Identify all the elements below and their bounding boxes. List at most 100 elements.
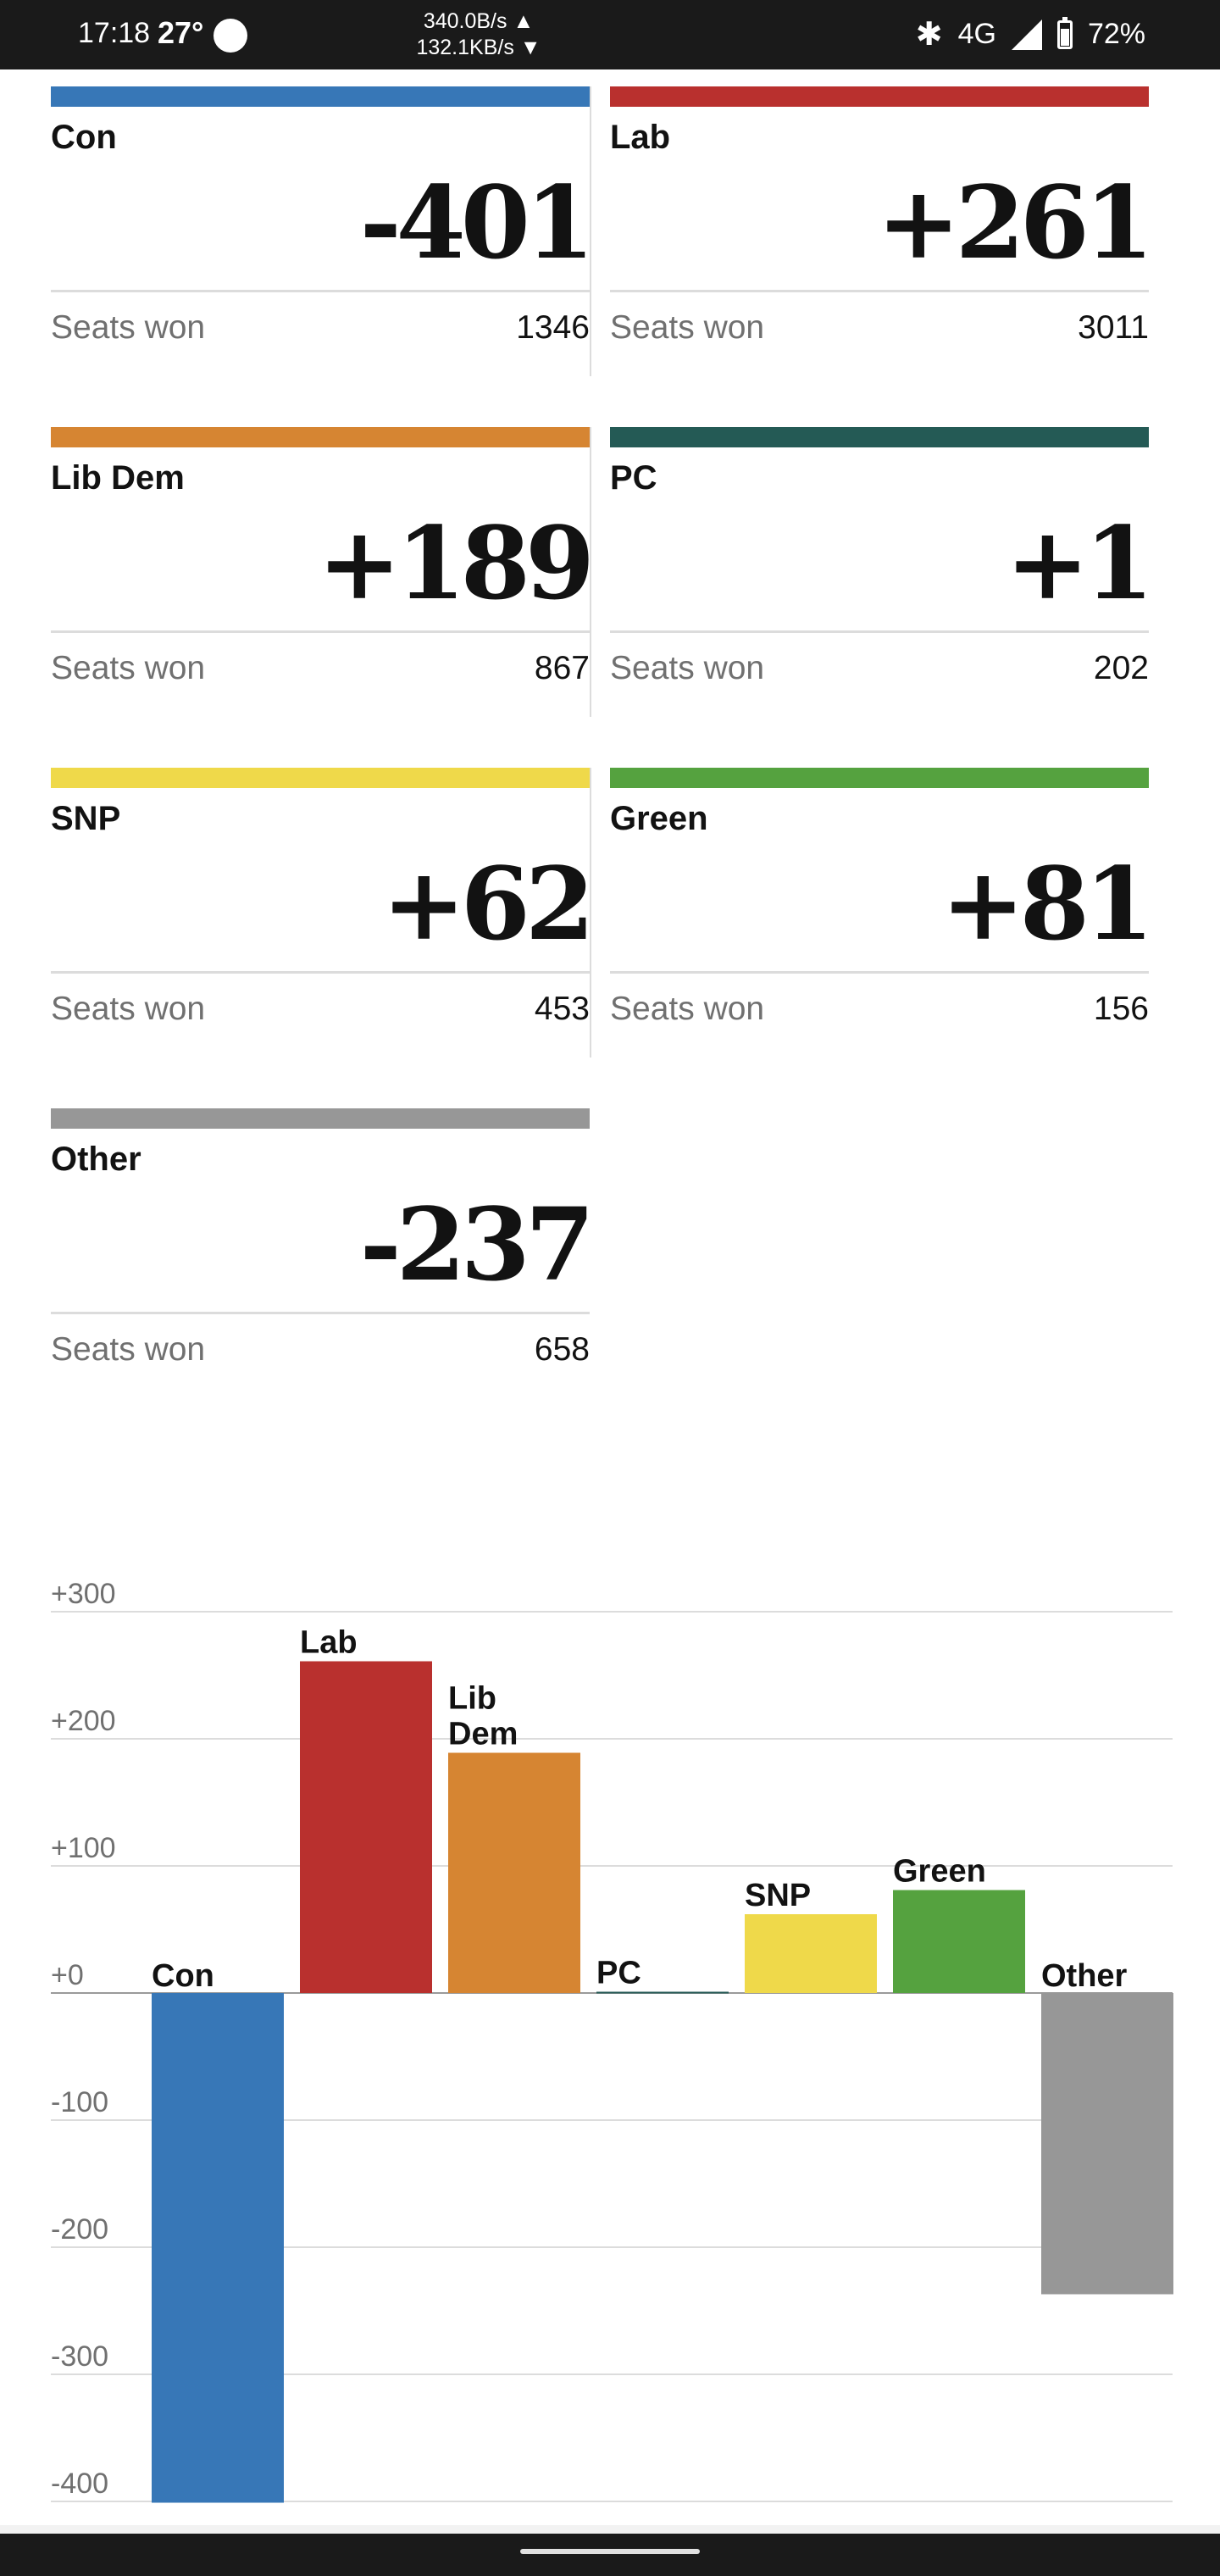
column-divider (590, 86, 591, 376)
network-upload: 340.0B/s ▲ (423, 9, 535, 33)
bar-label: Lib (448, 1681, 496, 1717)
card-divider (51, 1312, 590, 1314)
bar-label: Con (152, 1958, 214, 1994)
seats-label: Seats won (51, 1331, 206, 1368)
battery-level: 72% (1087, 18, 1145, 50)
bar-label: SNP (745, 1878, 811, 1913)
seats-value: 867 (534, 650, 590, 686)
party-color-bar (610, 768, 1149, 788)
seats-value: 202 (1093, 650, 1149, 686)
column-divider (590, 427, 591, 717)
seats-row: Seats won 202 (610, 650, 1149, 687)
seats-label: Seats won (610, 309, 765, 346)
card-divider (610, 630, 1149, 633)
card-divider (51, 290, 590, 292)
seats-label: Seats won (610, 991, 765, 1027)
y-tick-label: +100 (51, 1832, 116, 1864)
bar-label: Dem (448, 1717, 518, 1752)
party-card-con: Con -401 Seats won 1346 (51, 86, 595, 347)
seats-row: Seats won 658 (51, 1331, 590, 1368)
bar-snp (745, 1914, 877, 1993)
seats-value: 658 (534, 1331, 590, 1368)
seat-change: -401 (359, 164, 595, 281)
seat-change: +62 (381, 845, 595, 963)
y-tick-label: -300 (51, 2340, 108, 2373)
party-card-libdem: Lib Dem +189 Seats won 867 (51, 427, 595, 687)
seat-change-chart: +300 +200 +100 +0 -100 -200 -300 -400 Con Lab Lib D… (0, 1559, 1220, 2517)
bar-pc (596, 1991, 729, 1994)
card-divider (610, 290, 1149, 292)
seats-label: Seats won (610, 650, 765, 686)
seats-row: Seats won 867 (51, 650, 590, 687)
network-type: 4G (957, 18, 996, 50)
status-temperature: 27° (158, 15, 204, 50)
y-tick-label: -100 (51, 2086, 108, 2118)
seat-change: +1 (1006, 504, 1154, 622)
party-color-bar (51, 86, 590, 107)
status-bar: 17:18 27° 340.0B/s ▲ 132.1KB/s ▼ ✱ 4G 72… (0, 0, 1220, 69)
party-name: SNP (51, 800, 121, 837)
party-name: Lib Dem (51, 459, 185, 497)
column-divider (590, 768, 591, 1058)
seats-label: Seats won (51, 309, 206, 346)
seats-value: 1346 (516, 309, 590, 346)
status-icons: ✱ 4G 72% (916, 15, 1145, 53)
bar-label: Lab (300, 1625, 358, 1661)
party-color-bar (610, 86, 1149, 107)
seat-change: +261 (876, 164, 1154, 281)
network-speed: 340.0B/s ▲ 132.1KB/s ▼ (398, 8, 559, 61)
seats-value: 3011 (1078, 309, 1149, 346)
seats-value: 156 (1093, 991, 1149, 1027)
navigation-bar (0, 2534, 1220, 2576)
party-card-green: Green +81 Seats won 156 (610, 768, 1154, 1028)
page-end-shade (0, 2525, 1220, 2534)
seats-label: Seats won (51, 650, 206, 686)
signal-icon (1011, 19, 1042, 50)
bar-label: Other (1041, 1958, 1128, 1994)
bar-other (1041, 1993, 1173, 2295)
party-color-bar (51, 427, 590, 447)
card-divider (51, 971, 590, 974)
bar-label: Green (893, 1854, 986, 1890)
party-card-other: Other -237 Seats won 658 (51, 1108, 595, 1368)
bar-lab (300, 1661, 432, 1993)
party-name: PC (610, 459, 657, 497)
seat-change: +81 (940, 845, 1154, 963)
seats-label: Seats won (51, 991, 206, 1027)
card-divider (51, 630, 590, 633)
card-divider (610, 971, 1149, 974)
battery-icon (1056, 16, 1073, 49)
party-card-lab: Lab +261 Seats won 3011 (610, 86, 1154, 347)
y-tick-label: -200 (51, 2213, 108, 2246)
party-name: Lab (610, 119, 671, 156)
seats-value: 453 (534, 991, 590, 1027)
party-name: Green (610, 800, 708, 837)
y-tick-label: +0 (51, 1959, 84, 1991)
seats-row: Seats won 453 (51, 991, 590, 1028)
seat-change: -237 (359, 1185, 595, 1303)
y-tick-label: +200 (51, 1705, 116, 1737)
seat-change: +189 (317, 504, 595, 622)
y-tick-label: +300 (51, 1578, 116, 1610)
notification-dot-icon (214, 19, 247, 53)
party-name: Other (51, 1141, 141, 1178)
y-tick-label: -400 (51, 2468, 108, 2500)
party-card-snp: SNP +62 Seats won 453 (51, 768, 595, 1028)
seats-row: Seats won 3011 (610, 309, 1149, 347)
bluetooth-icon: ✱ (915, 17, 943, 53)
chart-canvas: +300 +200 +100 +0 -100 -200 -300 -400 Con Lab LibD… (51, 1578, 1173, 2503)
bar-label: PC (596, 1956, 641, 1991)
party-name: Con (51, 119, 117, 156)
bar-lib-dem (448, 1752, 580, 1993)
bar-con (152, 1993, 284, 2503)
seats-row: Seats won 1346 (51, 309, 590, 347)
network-download: 132.1KB/s ▼ (416, 36, 541, 59)
seats-row: Seats won 156 (610, 991, 1149, 1028)
party-color-bar (51, 1108, 590, 1129)
party-card-pc: PC +1 Seats won 202 (610, 427, 1154, 687)
bar-green (893, 1890, 1025, 1993)
party-color-bar (51, 768, 590, 788)
party-color-bar (610, 427, 1149, 447)
home-gesture-handle[interactable] (520, 2549, 700, 2554)
status-time: 17:18 (78, 17, 151, 49)
